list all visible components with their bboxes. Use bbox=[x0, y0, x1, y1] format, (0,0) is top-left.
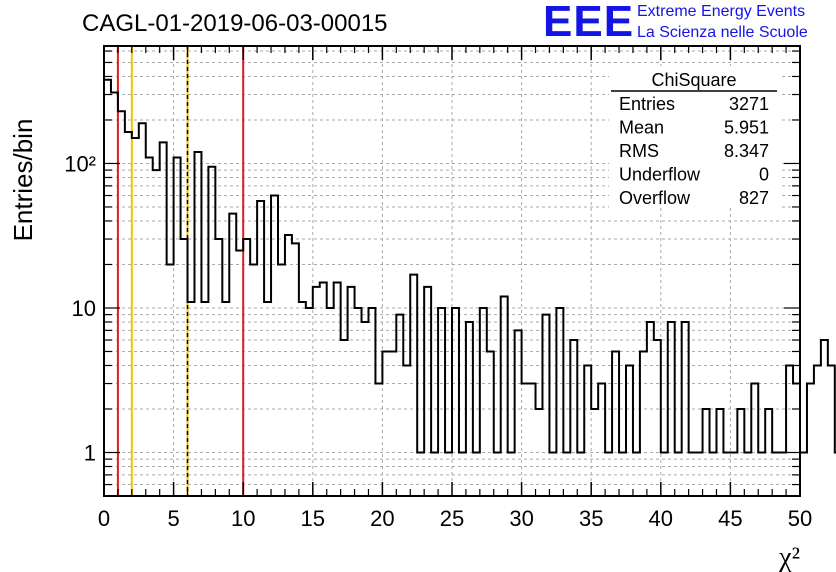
stats-box-background bbox=[609, 66, 779, 208]
stats-row-value: 0 bbox=[759, 165, 769, 185]
axis-ticks: 0 5 10 15 20 25 30 35 40 45 50 1 10 10² bbox=[64, 46, 812, 531]
stats-row-value: 827 bbox=[739, 188, 769, 208]
x-tick-label: 25 bbox=[440, 506, 464, 531]
stats-row-value: 3271 bbox=[729, 94, 769, 114]
x-tick-label: 0 bbox=[98, 506, 110, 531]
run-title: CAGL-01-2019-06-03-00015 bbox=[82, 10, 388, 37]
stats-title: ChiSquare bbox=[651, 70, 736, 90]
stats-row-label: Entries bbox=[619, 94, 675, 114]
x-tick-label: 5 bbox=[167, 506, 179, 531]
logo-line-1: Extreme Energy Events bbox=[637, 3, 806, 20]
stats-row-value: 5.951 bbox=[724, 118, 769, 138]
stats-row-label: RMS bbox=[619, 141, 659, 161]
x-tick-label: 50 bbox=[788, 506, 812, 531]
stats-box: ChiSquare Entries 3271 Mean 5.951 RMS 8.347 Un… bbox=[609, 66, 779, 208]
y-tick-label: 1 bbox=[84, 440, 96, 465]
y-tick-label: 10 bbox=[72, 296, 96, 321]
logo-line-2: La Scienza nelle Scuole bbox=[637, 24, 808, 41]
reference-lines bbox=[116, 46, 245, 496]
x-tick-label: 30 bbox=[509, 506, 533, 531]
stats-row-label: Overflow bbox=[619, 188, 691, 208]
stats-row-label: Mean bbox=[619, 118, 664, 138]
x-axis-label: χ² bbox=[778, 542, 800, 572]
x-tick-label: 45 bbox=[718, 506, 742, 531]
y-tick-label: 10² bbox=[64, 151, 96, 176]
eee-logo: EEE bbox=[543, 0, 635, 46]
stats-row-value: 8.347 bbox=[724, 141, 769, 161]
x-tick-label: 35 bbox=[579, 506, 603, 531]
x-tick-label: 15 bbox=[301, 506, 325, 531]
stats-row-label: Underflow bbox=[619, 165, 701, 185]
x-tick-label: 20 bbox=[370, 506, 394, 531]
x-tick-label: 10 bbox=[231, 506, 255, 531]
x-tick-label: 40 bbox=[649, 506, 673, 531]
y-axis-label: Entries/bin bbox=[8, 119, 38, 242]
